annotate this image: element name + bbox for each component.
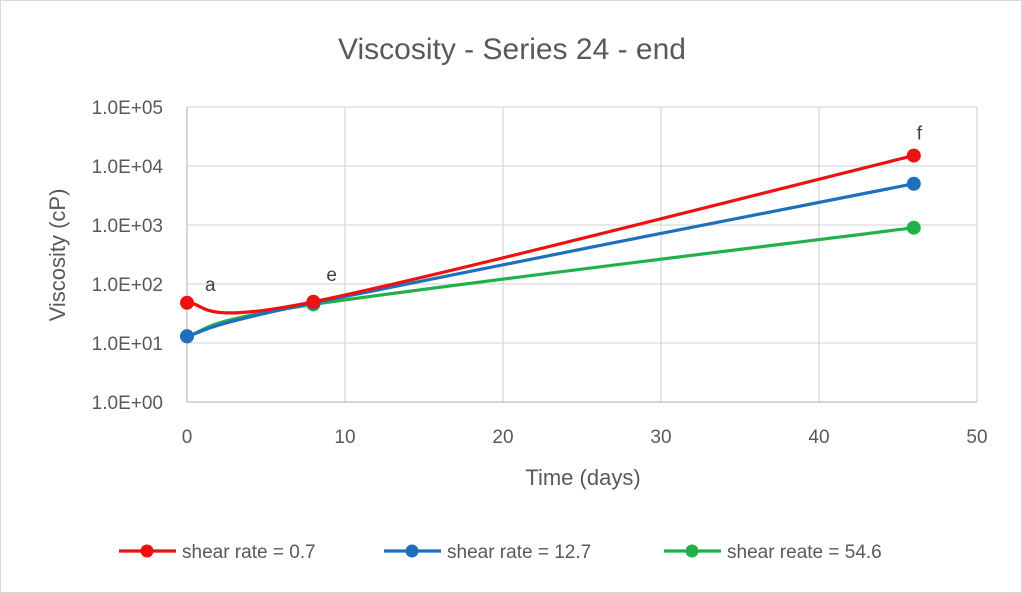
x-tick-label: 50 — [966, 427, 987, 448]
x-tick-label: 0 — [182, 427, 193, 448]
annotation-label: f — [917, 124, 923, 145]
x-tick-label: 30 — [650, 427, 671, 448]
legend-marker — [140, 544, 154, 558]
grid — [186, 106, 978, 403]
series-3 — [180, 220, 921, 344]
legend-marker — [405, 544, 419, 558]
x-tick-label: 40 — [808, 427, 829, 448]
axis-ticks: 0 10 20 30 40 50 1.0E+00 1.0E+01 1.0E+02 1.0E+03 1… — [92, 98, 988, 448]
legend-label: shear reate = 54.6 — [727, 542, 882, 563]
x-axis-title: Time (days) — [525, 465, 640, 490]
legend-entry: shear rate = 0.7 — [119, 542, 316, 563]
x-tick-label: 20 — [492, 427, 513, 448]
data-point — [180, 329, 194, 344]
x-tick-label: 10 — [334, 427, 355, 448]
legend-entry: shear reate = 54.6 — [664, 542, 882, 563]
data-point — [906, 176, 921, 191]
legend-label: shear rate = 0.7 — [182, 542, 316, 563]
series-2 — [180, 176, 921, 344]
y-tick-label: 1.0E+00 — [92, 393, 163, 414]
data-point — [306, 294, 321, 309]
annotation-label: a — [205, 275, 216, 296]
series-1 — [180, 148, 921, 315]
chart-title: Viscosity - Series 24 - end — [338, 33, 686, 66]
y-tick-label: 1.0E+05 — [92, 98, 163, 119]
y-tick-label: 1.0E+01 — [92, 334, 163, 355]
data-point — [180, 295, 194, 310]
annotations: a e f — [205, 124, 923, 296]
series-group — [180, 148, 921, 344]
legend-entry: shear rate = 12.7 — [384, 542, 591, 563]
data-point — [906, 148, 921, 163]
series-line — [185, 226, 916, 338]
series-line — [185, 182, 916, 338]
y-tick-label: 1.0E+04 — [92, 157, 164, 178]
legend-label: shear rate = 12.7 — [447, 542, 591, 563]
legend-marker — [685, 544, 699, 558]
data-point — [906, 220, 921, 235]
legend: shear rate = 0.7 shear rate = 12.7 shear r… — [119, 542, 882, 563]
annotation-label: e — [326, 265, 337, 286]
series-line — [185, 154, 916, 315]
y-axis-title: Viscosity (cP) — [45, 189, 70, 322]
y-tick-label: 1.0E+03 — [92, 216, 163, 237]
y-tick-label: 1.0E+02 — [92, 275, 163, 296]
